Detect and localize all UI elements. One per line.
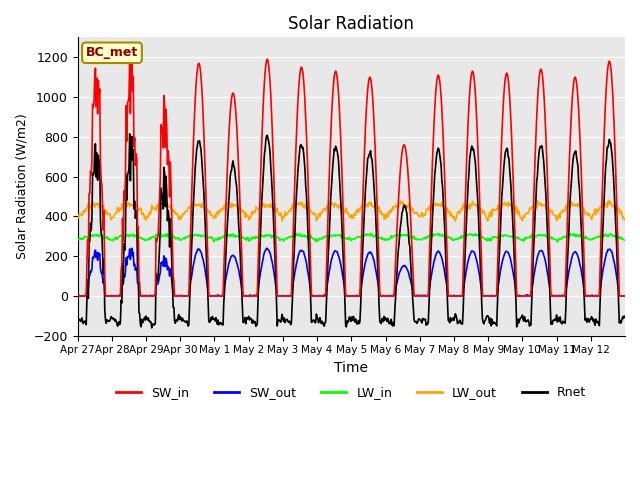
Rnet <box>287 319 295 325</box>
Rnet <box>620 313 628 319</box>
Rnet <box>126 131 134 137</box>
Rnet <box>240 320 248 325</box>
LW_in <box>239 235 246 241</box>
LW_in <box>266 232 273 238</box>
Line: LW_in: LW_in <box>77 233 624 242</box>
X-axis label: Time: Time <box>334 361 369 375</box>
SW_out <box>620 293 628 299</box>
SW_out <box>266 251 274 256</box>
SW_out <box>287 293 294 299</box>
LW_in <box>286 235 294 240</box>
LW_in <box>620 237 628 243</box>
Rnet <box>409 295 417 301</box>
SW_out <box>139 292 147 298</box>
Rnet <box>440 198 447 204</box>
LW_in <box>138 235 146 240</box>
SW_in <box>408 243 416 249</box>
LW_in <box>408 234 416 240</box>
LW_out <box>74 216 81 221</box>
LW_out <box>452 218 460 224</box>
Rnet <box>267 164 275 170</box>
SW_in <box>74 293 81 299</box>
SW_out <box>128 245 136 251</box>
Rnet <box>74 314 81 320</box>
Line: LW_out: LW_out <box>77 200 624 221</box>
SW_in <box>620 293 628 299</box>
Rnet <box>139 320 147 325</box>
SW_out <box>74 293 81 299</box>
LW_out <box>286 208 294 214</box>
Text: BC_met: BC_met <box>86 46 138 60</box>
LW_out <box>239 207 246 213</box>
LW_in <box>74 237 81 243</box>
Line: Rnet: Rnet <box>77 134 624 328</box>
SW_in <box>266 80 274 85</box>
LW_out <box>407 204 415 210</box>
SW_in <box>438 120 446 126</box>
Rnet <box>148 325 156 331</box>
LW_out <box>266 203 273 209</box>
LW_out <box>605 197 612 203</box>
Legend: SW_in, SW_out, LW_in, LW_out, Rnet: SW_in, SW_out, LW_in, LW_out, Rnet <box>111 381 591 404</box>
Y-axis label: Solar Radiation (W/m2): Solar Radiation (W/m2) <box>15 114 28 259</box>
LW_in <box>438 232 446 238</box>
Line: SW_in: SW_in <box>77 57 624 296</box>
SW_out <box>239 292 247 298</box>
SW_out <box>438 259 446 264</box>
SW_in <box>126 54 134 60</box>
SW_in <box>287 293 294 299</box>
SW_in <box>239 293 247 299</box>
Line: SW_out: SW_out <box>77 248 624 296</box>
SW_out <box>408 283 416 289</box>
LW_in <box>367 230 374 236</box>
SW_in <box>139 293 147 299</box>
LW_out <box>138 212 146 217</box>
LW_in <box>554 239 561 245</box>
Title: Solar Radiation: Solar Radiation <box>289 15 414 33</box>
LW_out <box>620 217 628 223</box>
LW_out <box>438 200 445 205</box>
